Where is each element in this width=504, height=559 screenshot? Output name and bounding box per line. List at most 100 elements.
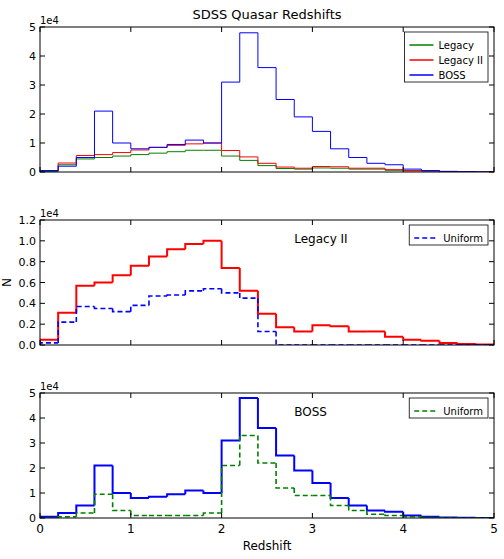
legend: LegacyLegacy IIBOSS: [404, 32, 488, 82]
hist-step: [76, 506, 94, 514]
hist-step: [40, 340, 58, 345]
y-tick: [40, 443, 45, 444]
hist-step: [167, 152, 185, 153]
hist-step: [94, 154, 112, 156]
x-tick-label: 1: [127, 522, 135, 536]
y-tick: [40, 27, 45, 28]
y-tick-label: 2: [29, 108, 36, 121]
legend-box: [409, 398, 488, 418]
figure: 0123451e4SDSS Quasar RedshiftsLegacyLega…: [0, 0, 504, 559]
y-tick: [489, 303, 494, 304]
x-tick-label: 4: [399, 522, 407, 536]
y-tick-label: 0.0: [19, 339, 37, 352]
hist-step: [258, 398, 276, 428]
panel-1: 0.00.20.40.60.81.01.21e4NLegacy IIUnifor…: [0, 208, 494, 352]
hist-step: [240, 398, 258, 441]
hist-step: [349, 326, 367, 331]
y-tick: [489, 468, 494, 469]
x-tick: [403, 393, 404, 398]
y-tick: [489, 518, 494, 519]
y-tick: [40, 324, 45, 325]
hist-step: [240, 436, 258, 466]
x-tick: [403, 220, 404, 225]
legend-label: Uniform: [443, 406, 483, 417]
hist-step: [113, 275, 131, 282]
hist-step: [131, 150, 149, 153]
x-tick-label: 2: [218, 522, 226, 536]
series-group: [40, 398, 494, 518]
hist-step: [258, 298, 276, 331]
hist-step: [185, 244, 203, 249]
hist-step: [367, 158, 385, 164]
panel-0: 0123451e4SDSS Quasar RedshiftsLegacyLega…: [29, 7, 494, 179]
x-tick: [221, 513, 222, 518]
hist-step: [240, 268, 258, 291]
y-tick-label: 0.8: [19, 256, 37, 269]
hist-step: [76, 155, 94, 163]
x-tick: [312, 513, 313, 518]
hist-step: [167, 249, 185, 256]
y-tick: [40, 282, 45, 283]
hist-step: [222, 289, 240, 293]
y-tick: [40, 518, 45, 519]
y-tick: [489, 493, 494, 494]
x-tick: [403, 27, 404, 32]
y-tick: [489, 172, 494, 173]
x-tick: [130, 167, 131, 172]
hist-step: [349, 167, 367, 168]
hist-step: [94, 494, 112, 513]
hist-step: [94, 158, 112, 159]
y-tick: [40, 493, 45, 494]
y-tick: [489, 261, 494, 262]
hist-step: [331, 483, 349, 498]
series-group: [40, 33, 494, 172]
hist-step: [94, 466, 112, 506]
hist-step: [94, 306, 112, 308]
y-tick: [489, 220, 494, 221]
x-tick: [221, 393, 222, 398]
hist-step: [276, 463, 294, 488]
x-tick: [130, 393, 131, 398]
hist-step: [167, 295, 185, 296]
hist-step: [149, 515, 167, 517]
hist-step: [131, 266, 149, 275]
hist-step: [222, 466, 240, 514]
frame: [40, 393, 494, 518]
hist-step: [258, 436, 276, 464]
x-tick: [130, 340, 131, 345]
hist-step: [349, 149, 367, 158]
hist-step: [331, 131, 349, 148]
y-tick: [489, 324, 494, 325]
legend-swatch: [414, 237, 438, 239]
x-tick: [494, 27, 495, 32]
hist-step: [76, 306, 94, 322]
y-tick-label: 1: [29, 487, 36, 500]
hist-step: [349, 168, 367, 170]
annotation: BOSS: [294, 405, 327, 419]
x-tick: [130, 513, 131, 518]
hist-step: [385, 169, 403, 170]
hist-step: [113, 156, 131, 157]
hist-step: [385, 168, 403, 169]
x-tick: [494, 220, 495, 225]
hist-step: [367, 506, 385, 511]
y-tick: [489, 282, 494, 283]
hist-step: [349, 498, 367, 506]
hist-step: [131, 493, 149, 498]
hist-step: [149, 147, 167, 150]
hist-step: [294, 456, 312, 471]
y-tick-label: 5: [29, 387, 36, 400]
y-tick-label: 1: [29, 137, 36, 150]
legend-label: Uniform: [443, 233, 483, 244]
hist-step: [222, 150, 240, 156]
hist-step: [58, 163, 76, 171]
x-tick: [403, 167, 404, 172]
x-tick: [221, 27, 222, 32]
hist-step: [240, 33, 258, 82]
hist-step: [276, 68, 294, 100]
x-tick: [40, 393, 41, 398]
hist-step: [113, 153, 131, 155]
legend-label: Legacy: [438, 40, 474, 51]
hist-step: [403, 512, 421, 516]
hist-step: [385, 511, 403, 512]
